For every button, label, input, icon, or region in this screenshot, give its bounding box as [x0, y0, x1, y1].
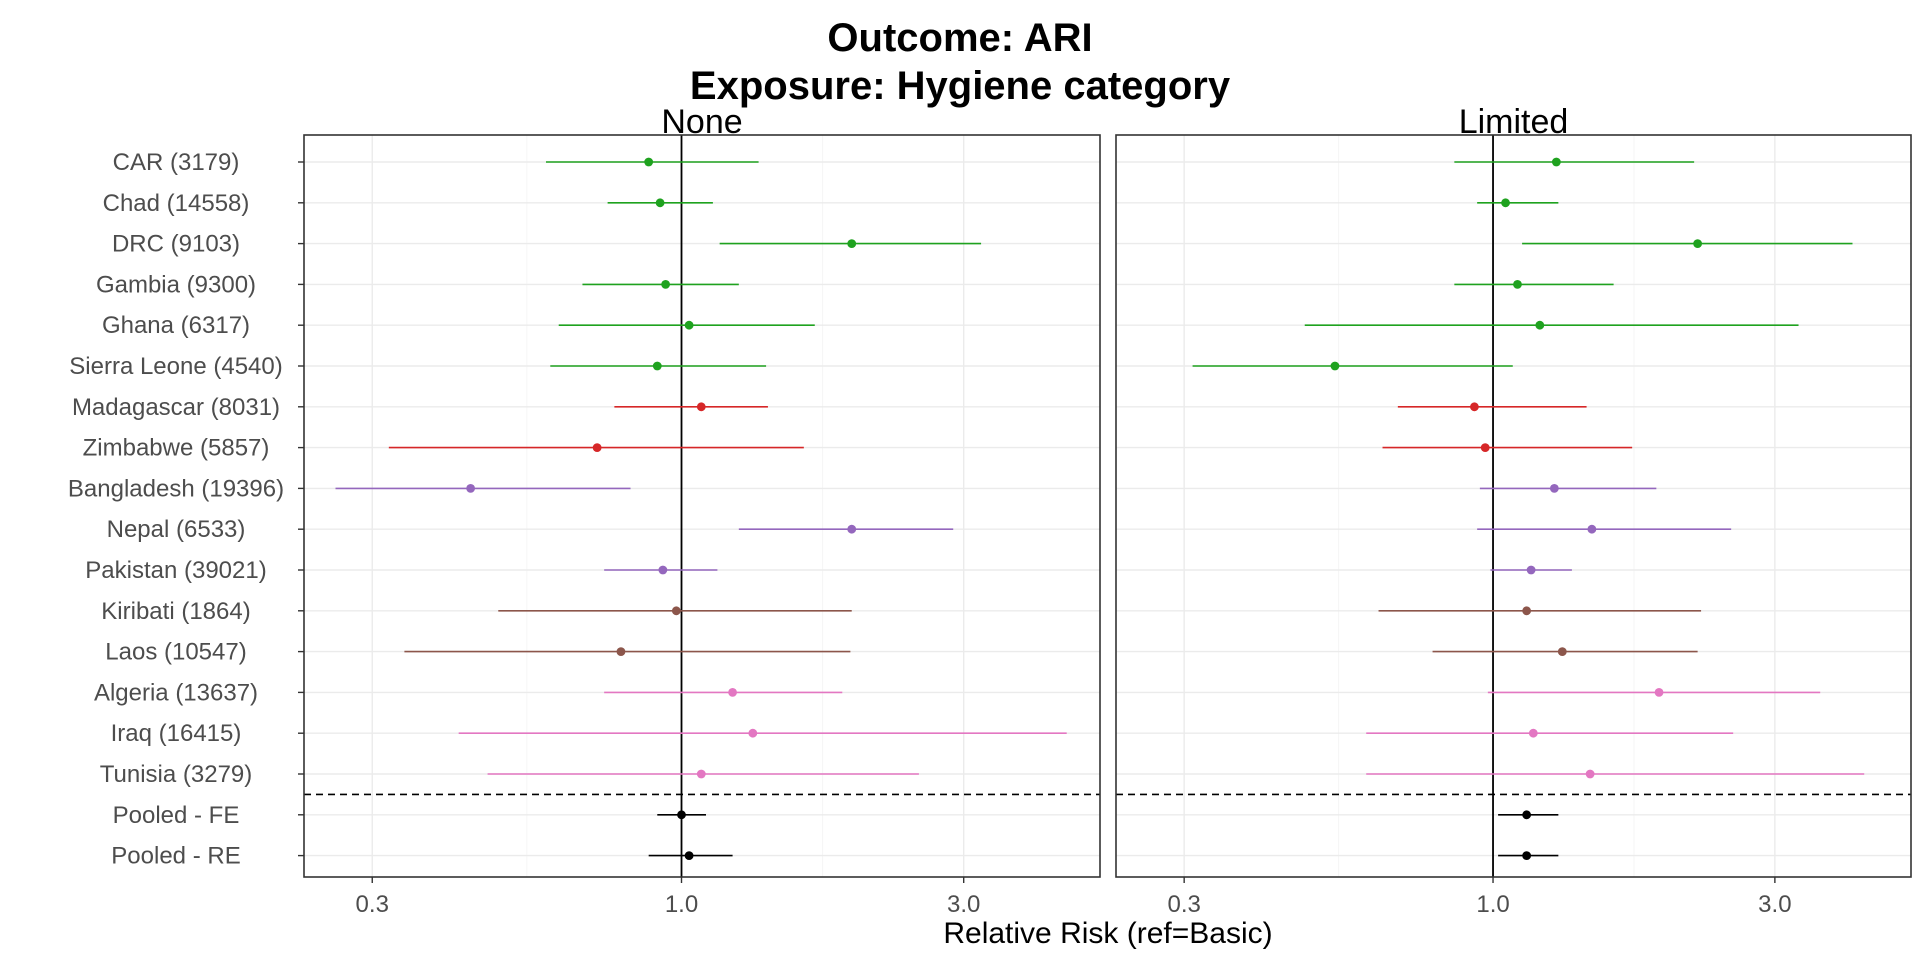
- panel-none-point-6: [696, 402, 706, 412]
- panel-limited-background: [1116, 135, 1911, 877]
- panel-none-x-tick-label-0: 0.3: [356, 891, 389, 918]
- panel-none-point-14: [748, 728, 758, 738]
- panel-limited-point-15: [1585, 769, 1595, 779]
- y-tick-label-14: Iraq (16415): [111, 720, 242, 747]
- y-tick-label-17: Pooled - RE: [111, 843, 240, 870]
- panel-limited-point-5: [1330, 361, 1340, 371]
- panel-limited-point-7: [1480, 443, 1490, 452]
- panel-limited-point-14: [1528, 728, 1538, 738]
- y-tick-label-15: Tunisia (3279): [100, 761, 253, 788]
- panel-limited-point-3: [1513, 280, 1522, 289]
- panel-limited-point-8: [1549, 484, 1559, 493]
- x-axis-title: Relative Risk (ref=Basic): [943, 917, 1272, 950]
- panel-limited-point-2: [1693, 239, 1703, 249]
- panel-none-point-8: [466, 484, 476, 493]
- panel-limited-strip-label: Limited: [1459, 103, 1569, 141]
- panel-limited-point-1: [1501, 198, 1510, 208]
- panel-limited-x-tick-label-1: 1.0: [1476, 891, 1509, 918]
- panel-none-point-17: [684, 851, 694, 860]
- y-tick-label-6: Madagascar (8031): [72, 394, 280, 421]
- panel-none-point-7: [592, 443, 602, 452]
- panel-limited-point-16: [1522, 810, 1532, 820]
- panel-none-point-1: [655, 198, 665, 208]
- panel-none-point-9: [847, 524, 857, 534]
- panel-limited-point-12: [1557, 647, 1567, 656]
- y-tick-label-12: Laos (10547): [105, 639, 246, 666]
- chart-title-line-2: Exposure: Hygiene category: [690, 64, 1231, 108]
- panel-limited-border: [1115, 134, 1912, 878]
- panel-none-point-13: [728, 688, 737, 697]
- panel-none-point-4: [684, 320, 694, 330]
- panel-limited-point-17: [1522, 851, 1532, 860]
- y-tick-label-8: Bangladesh (19396): [68, 475, 284, 502]
- y-tick-label-13: Algeria (13637): [94, 679, 258, 706]
- panel-none-point-15: [696, 769, 706, 779]
- y-tick-label-11: Kiribati (1864): [101, 598, 250, 625]
- panel-limited-point-4: [1535, 320, 1545, 330]
- y-tick-label-3: Gambia (9300): [96, 271, 256, 298]
- y-tick-label-1: Chad (14558): [103, 190, 250, 217]
- panel-none-point-12: [616, 647, 626, 656]
- panel-none-x-tick-label-1: 1.0: [665, 891, 698, 918]
- y-tick-label-0: CAR (3179): [113, 149, 240, 176]
- panel-limited-point-9: [1587, 524, 1597, 534]
- y-tick-label-2: DRC (9103): [112, 231, 240, 258]
- panel-limited-point-10: [1526, 565, 1536, 575]
- chart-title-line-1: Outcome: ARI: [827, 16, 1092, 60]
- y-tick-label-7: Zimbabwe (5857): [83, 435, 270, 462]
- y-tick-label-5: Sierra Leone (4540): [69, 353, 282, 380]
- y-tick-label-10: Pakistan (39021): [85, 557, 266, 584]
- panel-limited-point-11: [1522, 606, 1532, 616]
- panel-none-point-5: [652, 361, 662, 371]
- y-tick-label-16: Pooled - FE: [113, 802, 240, 829]
- panel-none-point-16: [677, 810, 686, 820]
- panel-none-strip-label: None: [661, 103, 742, 141]
- panel-none-point-10: [658, 565, 668, 575]
- y-tick-label-4: Ghana (6317): [102, 312, 250, 339]
- panel-none-point-11: [671, 606, 681, 616]
- panel-none-border: [303, 134, 1101, 878]
- panel-limited-point-0: [1551, 157, 1561, 167]
- panel-limited-point-13: [1654, 688, 1664, 697]
- panel-none-point-0: [644, 157, 654, 167]
- y-tick-label-9: Nepal (6533): [107, 516, 246, 543]
- panel-none-point-3: [661, 280, 671, 289]
- panel-limited-x-tick-label-0: 0.3: [1167, 891, 1200, 918]
- panel-none-background: [304, 135, 1100, 877]
- panel-none-point-2: [847, 239, 857, 249]
- panel-limited-point-6: [1470, 402, 1479, 412]
- panel-none-x-tick-label-2: 3.0: [947, 891, 980, 918]
- panel-limited-x-tick-label-2: 3.0: [1758, 891, 1791, 918]
